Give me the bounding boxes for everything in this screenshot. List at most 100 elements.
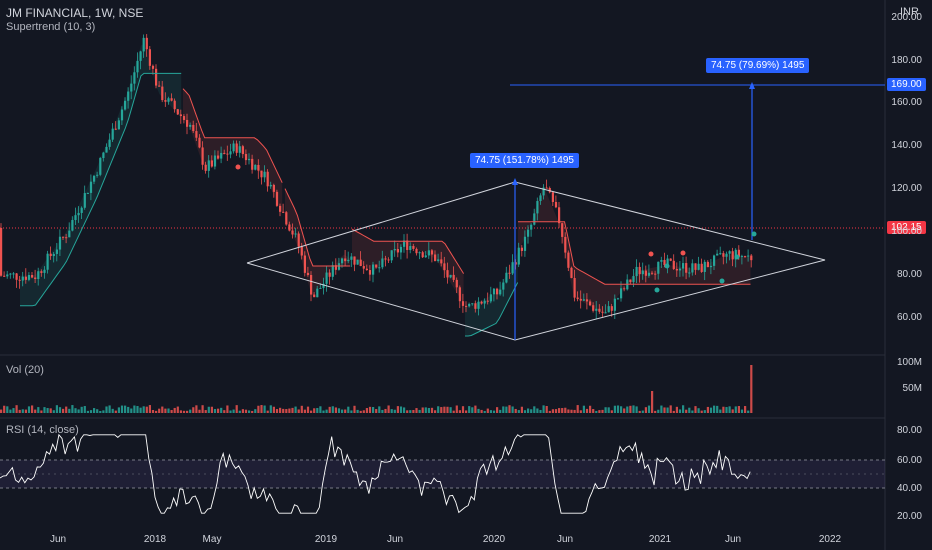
supertrend-legend[interactable]: Supertrend (10, 3) xyxy=(6,21,96,33)
volume-bar xyxy=(731,409,734,413)
volume-bar xyxy=(133,405,136,413)
volume-legend[interactable]: Vol (20) xyxy=(6,364,44,376)
candle-body xyxy=(248,158,251,161)
volume-bar xyxy=(685,409,688,413)
volume-bar xyxy=(347,406,350,413)
candle-body xyxy=(58,236,62,250)
volume-bar xyxy=(551,409,554,413)
candle-body xyxy=(499,289,502,295)
volume-bar xyxy=(337,408,341,413)
volume-bar xyxy=(356,409,359,413)
candle-body xyxy=(471,303,474,305)
candle-body xyxy=(511,262,514,274)
candle-body xyxy=(514,262,517,265)
volume-bar xyxy=(716,405,719,413)
candle-body xyxy=(372,264,375,275)
volume-bar xyxy=(750,365,753,413)
candle-body xyxy=(83,193,86,208)
measure-label-right[interactable]: 74.75 (79.69%) 1495 xyxy=(706,58,810,73)
volume-bar xyxy=(446,406,449,413)
rsi-tick-label: 40.00 xyxy=(896,483,922,494)
candle-body xyxy=(672,260,675,270)
volume-bar xyxy=(12,408,15,413)
volume-bar xyxy=(403,407,406,413)
candle-body xyxy=(359,259,362,267)
candle-body xyxy=(452,274,455,280)
candle-body xyxy=(15,273,18,280)
volume-bar xyxy=(9,409,12,413)
volume-tick-label: 100M xyxy=(896,357,922,368)
candle-body xyxy=(297,233,300,247)
volume-bar xyxy=(362,410,365,413)
candle-body xyxy=(68,230,71,238)
volume-bar xyxy=(527,408,530,413)
volume-bar xyxy=(155,410,158,413)
volume-bar xyxy=(499,409,502,413)
volume-bar xyxy=(195,405,198,413)
volume-bar xyxy=(108,405,111,413)
volume-bar xyxy=(167,408,170,413)
volume-bar xyxy=(179,410,182,413)
candle-body xyxy=(62,236,65,238)
volume-bar xyxy=(508,405,511,413)
candle-body xyxy=(595,308,598,311)
volume-bar xyxy=(21,409,24,413)
volume-bar xyxy=(313,408,316,413)
candle-body xyxy=(229,151,232,155)
candle-body xyxy=(409,246,412,250)
candle-body xyxy=(263,171,266,178)
volume-bar xyxy=(136,406,139,413)
candle-body xyxy=(3,275,6,277)
rsi-legend[interactable]: RSI (14, close) xyxy=(6,424,79,436)
volume-bar xyxy=(672,410,675,413)
diamond-pattern[interactable] xyxy=(246,181,826,341)
volume-bar xyxy=(554,409,558,413)
volume-bar xyxy=(235,405,238,413)
candle-body xyxy=(223,152,226,154)
symbol-title[interactable]: JM FINANCIAL, 1W, NSE xyxy=(6,6,144,20)
candle-body xyxy=(210,160,213,167)
volume-bar xyxy=(158,408,161,413)
candle-body xyxy=(589,301,592,306)
candle-body xyxy=(347,259,350,262)
candle-body xyxy=(644,270,647,276)
candle-body xyxy=(142,37,145,52)
volume-bar xyxy=(37,407,40,413)
candle-body xyxy=(198,137,201,148)
signal-dot xyxy=(664,263,670,269)
candle-body xyxy=(114,128,117,130)
volume-bar xyxy=(114,410,117,413)
volume-bar xyxy=(399,406,403,413)
time-tick-label: May xyxy=(202,534,222,545)
candle-body xyxy=(545,187,548,189)
measure-label-left[interactable]: 74.75 (151.78%) 1495 xyxy=(470,153,579,168)
candle-body xyxy=(399,246,403,253)
volume-bar xyxy=(384,408,387,413)
volume-bar xyxy=(561,408,564,413)
volume-bar xyxy=(492,410,496,413)
candle-body xyxy=(337,263,341,270)
volume-bar xyxy=(18,409,21,413)
volume-bar xyxy=(728,406,731,413)
candle-body xyxy=(313,294,316,298)
supertrend-line xyxy=(351,228,465,274)
candle-body xyxy=(641,270,644,275)
candle-body xyxy=(37,271,40,279)
candle-body xyxy=(598,308,601,312)
volume-bar xyxy=(502,406,505,413)
volume-bar xyxy=(443,406,446,413)
volume-bar xyxy=(520,406,523,413)
signal-dot xyxy=(680,250,686,256)
volume-bar xyxy=(164,408,167,413)
volume-bar xyxy=(241,409,244,413)
candle-body xyxy=(716,253,719,256)
volume-bar xyxy=(186,410,189,413)
candle-body xyxy=(579,298,582,301)
candle-body xyxy=(750,255,753,261)
volume-bar xyxy=(161,406,164,413)
volume-bar xyxy=(291,407,294,413)
candle-body xyxy=(334,265,337,270)
volume-bar xyxy=(213,408,217,413)
volume-bar xyxy=(173,407,176,413)
